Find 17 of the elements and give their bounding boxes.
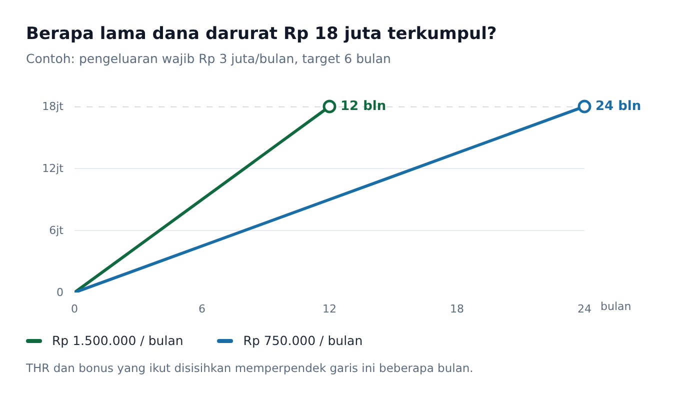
annotation: 12 bln: [340, 99, 386, 114]
x-tick-label: 0: [71, 302, 78, 316]
x-tick-label: 18: [450, 302, 464, 316]
legend-label: Rp 750.000 / bulan: [242, 332, 363, 350]
chart-title: Berapa lama dana darurat Rp 18 juta terkumpul?: [26, 23, 497, 46]
annotation: 24 bln: [596, 99, 642, 114]
y-tick-label: 6jt: [49, 224, 64, 237]
chart-subtitle: Contoh: pengeluaran wajib Rp 3 juta/bulan, target 6 bulan: [26, 50, 391, 68]
x-tick-label: 12: [322, 302, 336, 316]
y-tick-label: 12jt: [42, 162, 64, 175]
x-axis-title: bulan: [600, 300, 632, 313]
x-tick-label: 6: [198, 302, 206, 316]
legend-label: Rp 1.500.000 / bulan: [51, 332, 184, 350]
text: THR dan bonus yang ikut disisihkan memperpendek garis ini beberapa bulan.: [26, 360, 474, 376]
y-tick-label: 0: [56, 286, 64, 299]
y-tick-label: 18jt: [42, 100, 64, 113]
x-tick-label: 24: [578, 302, 592, 316]
